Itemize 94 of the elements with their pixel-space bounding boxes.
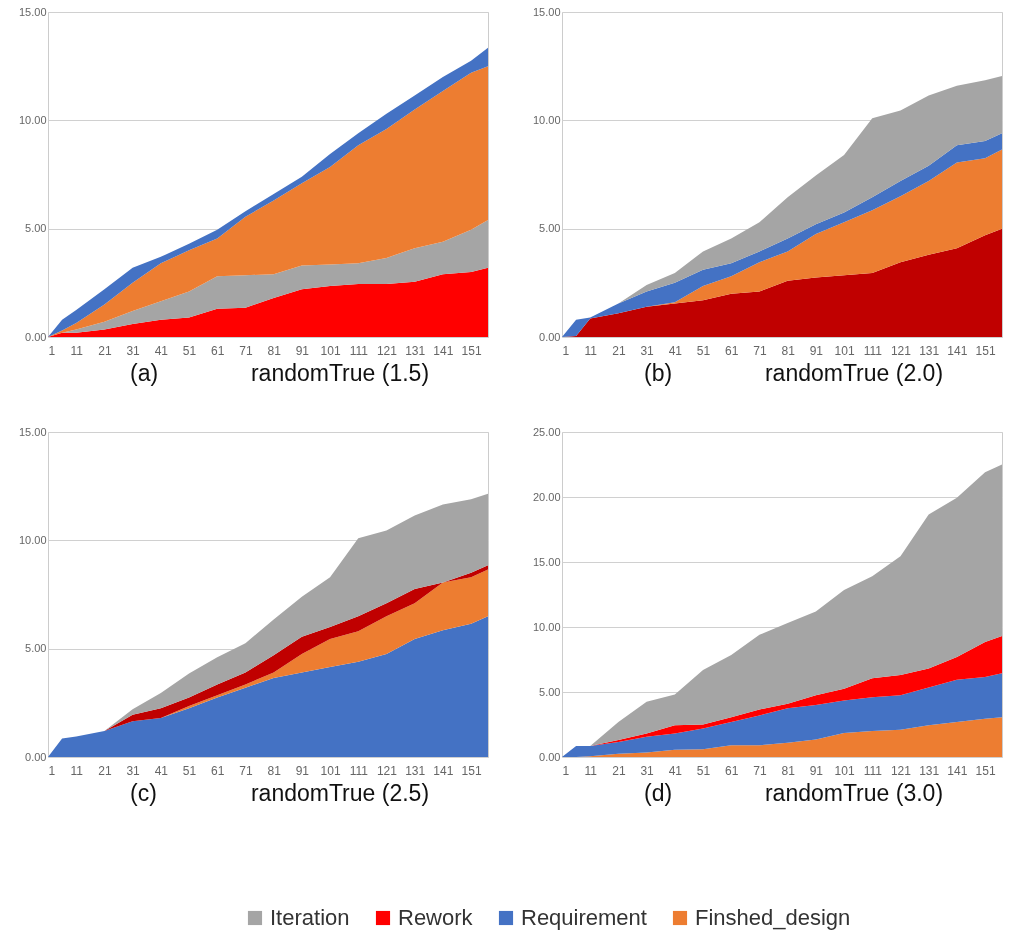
y-tick-label: 0.00: [25, 750, 47, 763]
x-tick-label: 131: [919, 763, 940, 778]
x-tick-label: 111: [349, 763, 369, 778]
x-tick-label: 141: [433, 343, 454, 358]
x-tick-label: 131: [405, 343, 426, 358]
x-tick-label: 21: [98, 343, 112, 358]
x-tick-label: 41: [668, 763, 683, 778]
x-tick-label: 101: [834, 763, 855, 778]
x-tick-label: 131: [919, 343, 940, 358]
x-tick-label: 111: [863, 763, 883, 778]
x-tick-label: 31: [126, 763, 141, 778]
x-tick-label: 81: [267, 343, 282, 358]
legend-label: Requirement: [521, 905, 647, 930]
x-tick-label: 1: [562, 763, 570, 778]
x-tick-label: 1: [48, 343, 56, 358]
y-tick-label: 10.00: [532, 620, 561, 633]
y-tick-label: 15.00: [18, 5, 47, 18]
x-tick-label: 151: [975, 763, 996, 778]
y-tick-label: 10.00: [18, 533, 47, 546]
x-tick-label: 81: [267, 763, 282, 778]
x-tick-label: 81: [781, 763, 796, 778]
x-tick-label: 81: [781, 343, 796, 358]
legend-label: Iteration: [270, 905, 350, 930]
y-tick-label: 20.00: [532, 490, 561, 503]
x-tick-label: 11: [584, 343, 598, 358]
x-tick-label: 121: [890, 343, 912, 358]
x-tick-label: 31: [640, 343, 655, 358]
x-tick-label: 41: [154, 763, 169, 778]
x-tick-label: 131: [405, 763, 426, 778]
y-tick-label: 5.00: [25, 222, 47, 235]
x-tick-label: 51: [696, 763, 711, 778]
x-tick-label: 121: [376, 763, 398, 778]
x-tick-label: 151: [461, 343, 482, 358]
x-tick-label: 61: [725, 763, 739, 778]
x-tick-label: 1: [48, 763, 56, 778]
x-tick-label: 71: [239, 763, 253, 778]
x-tick-label: 71: [753, 343, 767, 358]
text: randomTrue (2.5): [249, 780, 431, 807]
x-tick-label: 51: [182, 763, 197, 778]
y-tick-label: 25.00: [532, 425, 561, 438]
x-tick-label: 101: [320, 763, 341, 778]
x-tick-label: 21: [612, 343, 626, 358]
y-tick-label: 15.00: [532, 555, 561, 568]
text: (a): [130, 360, 159, 387]
x-tick-label: 71: [753, 763, 767, 778]
x-tick-label: 11: [584, 763, 598, 778]
x-tick-label: 141: [433, 763, 454, 778]
y-tick-label: 0.00: [539, 750, 561, 763]
y-tick-label: 5.00: [539, 222, 561, 235]
text: (c): [130, 780, 157, 807]
x-tick-label: 61: [211, 343, 225, 358]
y-tick-label: 5.00: [25, 642, 47, 655]
x-tick-label: 31: [640, 763, 655, 778]
x-tick-label: 11: [70, 763, 84, 778]
x-tick-label: 151: [975, 343, 996, 358]
x-tick-label: 101: [834, 343, 855, 358]
x-tick-label: 11: [70, 343, 84, 358]
text: (b): [644, 360, 673, 387]
y-tick-label: 5.00: [539, 685, 561, 698]
y-tick-label: 10.00: [532, 113, 561, 126]
x-tick-label: 111: [349, 343, 369, 358]
x-tick-label: 91: [295, 763, 310, 778]
x-tick-label: 1: [562, 343, 570, 358]
x-tick-label: 41: [668, 343, 683, 358]
x-tick-label: 91: [295, 343, 310, 358]
x-tick-label: 61: [211, 763, 225, 778]
legend-label: Finshed_design: [695, 905, 851, 930]
text: randomTrue (1.5): [249, 360, 431, 387]
x-tick-label: 41: [154, 343, 169, 358]
x-tick-label: 21: [612, 763, 626, 778]
x-tick-label: 21: [98, 763, 112, 778]
x-tick-label: 141: [947, 763, 968, 778]
x-tick-label: 141: [947, 343, 968, 358]
y-tick-label: 15.00: [532, 5, 561, 18]
x-tick-label: 151: [461, 763, 482, 778]
x-tick-label: 91: [809, 343, 824, 358]
text: randomTrue (2.0): [763, 360, 945, 387]
x-tick-label: 31: [126, 343, 141, 358]
y-tick-label: 0.00: [25, 330, 47, 343]
y-tick-label: 10.00: [18, 113, 47, 126]
legend-label: Rework: [398, 905, 474, 930]
x-tick-label: 121: [376, 343, 398, 358]
text: (d): [644, 780, 673, 807]
x-tick-label: 51: [696, 343, 711, 358]
x-tick-label: 111: [863, 343, 883, 358]
text: randomTrue (3.0): [763, 780, 945, 807]
x-tick-label: 51: [182, 343, 197, 358]
x-tick-label: 121: [890, 763, 912, 778]
x-tick-label: 101: [320, 343, 341, 358]
y-tick-label: 15.00: [18, 425, 47, 438]
x-tick-label: 71: [239, 343, 253, 358]
x-tick-label: 61: [725, 343, 739, 358]
y-tick-label: 0.00: [539, 330, 561, 343]
x-tick-label: 91: [809, 763, 824, 778]
